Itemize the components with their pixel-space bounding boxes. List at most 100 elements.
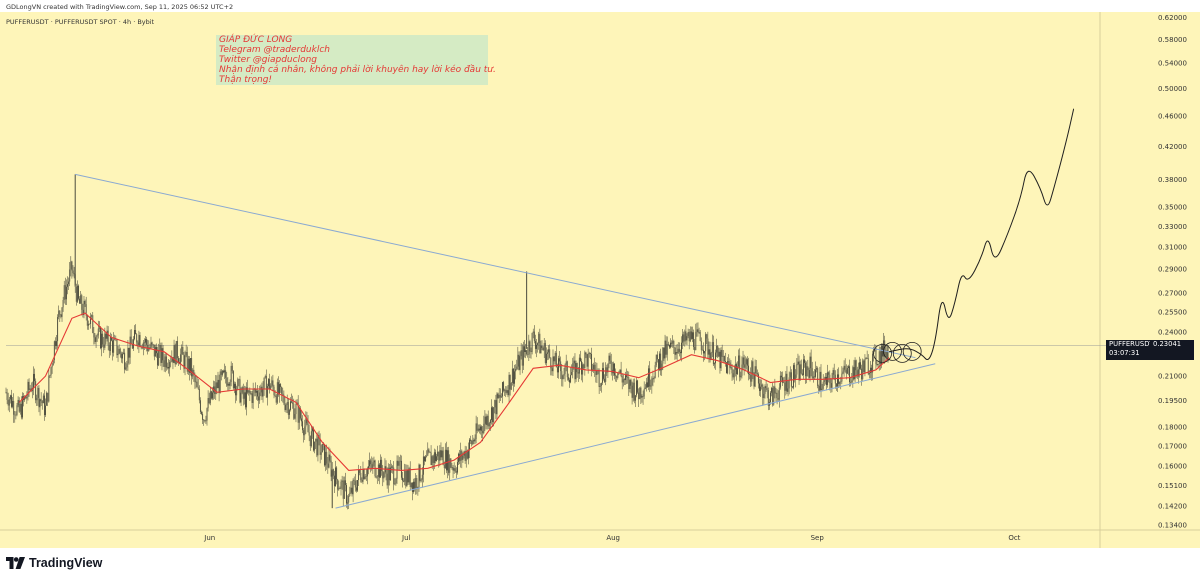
candle-body <box>775 392 777 394</box>
candle-body <box>608 355 610 364</box>
candle-body <box>777 398 779 400</box>
candle-body <box>808 370 810 378</box>
candle-body <box>842 371 844 374</box>
candle-body <box>160 345 162 363</box>
candle-body <box>316 438 318 456</box>
candle-body <box>139 335 141 347</box>
candle-body <box>120 353 122 359</box>
badge-countdown: 03:07:31 <box>1109 349 1140 357</box>
candle-body <box>291 401 293 403</box>
candle-body <box>218 379 220 394</box>
candle-body <box>854 360 856 380</box>
candle-body <box>708 349 710 355</box>
candle-body <box>822 381 824 389</box>
candle-body <box>321 444 323 453</box>
y-tick-label: 0.33000 <box>1158 223 1187 231</box>
candle-body <box>783 382 785 384</box>
y-tick-label: 0.27000 <box>1158 289 1187 297</box>
candle-body <box>871 367 872 373</box>
candle-body <box>421 474 423 480</box>
candle-body <box>121 353 123 359</box>
candle-body <box>249 390 251 394</box>
candle-body <box>221 370 223 375</box>
candle-body <box>712 342 714 365</box>
candle-body <box>174 345 176 365</box>
candle-body <box>80 295 82 304</box>
candle-body <box>453 468 455 471</box>
candle-body <box>56 341 57 346</box>
candle-body <box>90 316 92 325</box>
candle-body <box>109 337 111 351</box>
candle-body <box>70 261 72 270</box>
candle-body <box>754 366 756 387</box>
candle-body <box>668 344 670 348</box>
candle-body <box>105 333 107 339</box>
candle-body <box>95 336 97 342</box>
candle-body <box>720 349 722 369</box>
candle-body <box>589 352 591 354</box>
candle-body <box>238 379 240 380</box>
candle-body <box>662 347 664 364</box>
candle-body <box>588 352 590 354</box>
candle-body <box>459 453 461 461</box>
candle-body <box>549 349 551 358</box>
candle-body <box>65 286 67 300</box>
candle-body <box>242 387 244 399</box>
candle-body <box>184 355 186 369</box>
candle-body <box>283 394 285 404</box>
candle-body <box>735 364 737 375</box>
candle-body <box>397 460 399 466</box>
candle-body <box>154 347 156 357</box>
candle-body <box>498 394 500 398</box>
candle-body <box>877 363 879 365</box>
candle-body <box>622 379 624 383</box>
candle-body <box>774 386 776 394</box>
candle-body <box>379 464 380 478</box>
candle-body <box>183 354 185 369</box>
candle-body <box>39 399 41 408</box>
brand-name: TradingView <box>29 556 103 570</box>
candle-body <box>127 347 129 364</box>
candle-body <box>53 341 55 361</box>
candle-body <box>538 333 540 344</box>
candle-body <box>406 469 408 486</box>
candle-body <box>520 350 522 357</box>
candle-body <box>402 477 403 481</box>
candle-body <box>633 382 635 401</box>
candle-body <box>330 460 332 477</box>
candle-body <box>148 347 150 351</box>
candle-body <box>54 341 56 346</box>
candle-body <box>786 373 788 392</box>
candle-body <box>603 368 604 379</box>
candle-body <box>351 487 353 495</box>
candle-body <box>839 381 841 384</box>
tradingview-logo-icon <box>6 557 25 569</box>
candle-body <box>664 340 666 359</box>
tradingview-brand[interactable]: TradingView <box>6 555 102 571</box>
candle-body <box>656 354 658 360</box>
candle-body <box>596 370 598 375</box>
candle-body <box>92 315 94 333</box>
candle-body <box>464 451 466 461</box>
candle-body <box>85 304 87 316</box>
candle-body <box>198 388 200 401</box>
candle-body <box>740 375 742 378</box>
candle-body <box>551 368 553 372</box>
y-tick-label: 0.19500 <box>1158 397 1187 405</box>
price-tag: 0.23041 <box>1150 340 1194 351</box>
candle-body <box>259 392 261 401</box>
candle-body <box>650 385 652 387</box>
candle-body <box>810 356 812 369</box>
candle-body <box>285 405 287 411</box>
candle-body <box>28 381 30 390</box>
candle-body <box>762 384 764 399</box>
candle-body <box>352 479 354 495</box>
candle-body <box>439 450 441 461</box>
candle-body <box>340 481 342 489</box>
candle-body <box>770 392 771 403</box>
candle-body <box>34 373 36 382</box>
candle-body <box>598 369 600 387</box>
candle-body <box>48 375 50 402</box>
candle-body <box>578 357 580 374</box>
